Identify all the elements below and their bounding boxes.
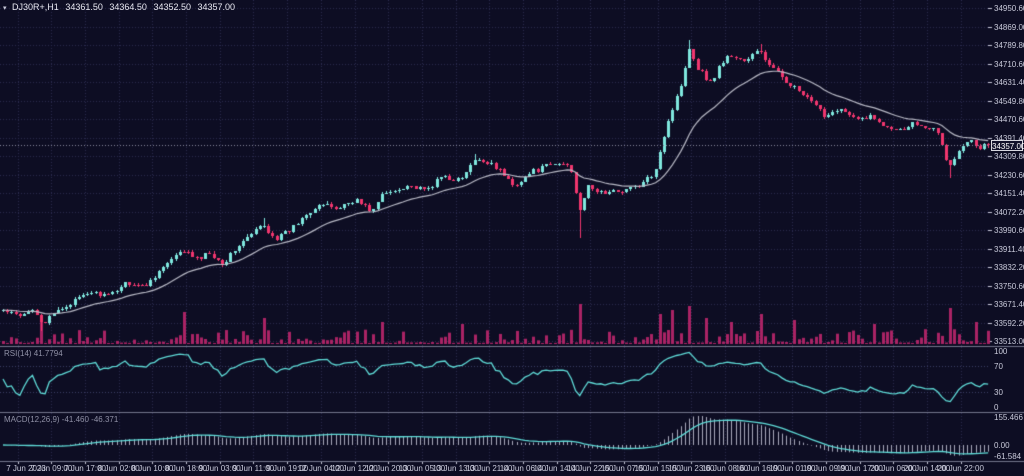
time-axis-label: 15 Jun 07:00	[600, 464, 648, 473]
time-axis-label: 8 Jun 10:00	[131, 464, 174, 473]
time-axis-label: 9 Jun 19:00	[266, 464, 309, 473]
price-axis-label: 33750.60	[994, 281, 1024, 291]
price-axis-label: 33832.20	[994, 263, 1024, 272]
time-axis-label: 9 Jun 11:00	[232, 464, 275, 473]
time-axis-label: 16 Jun 16:00	[735, 464, 782, 473]
time-axis-label: 8 Jun 02:00	[97, 464, 140, 473]
time-axis-label: 15 Jun 15:00	[634, 464, 681, 473]
time-axis-label: 7 Jun 2023	[6, 464, 46, 473]
price-axis-label: 34470.60	[994, 115, 1024, 124]
time-axis-label: 20 Jun 14:00	[903, 464, 951, 473]
price-axis-label: 33592.20	[994, 318, 1024, 328]
price-axis-label: 33911.40	[994, 244, 1024, 254]
price-axis-label: 34789.80	[994, 41, 1024, 50]
rsi-axis-label: 100	[994, 347, 1008, 356]
time-axis-label: 19 Jun 01:00	[769, 464, 816, 473]
price-axis-label: 34309.80	[994, 152, 1024, 161]
rsi-axis-label: 30	[994, 387, 1003, 397]
price-axis-label: 34549.80	[994, 96, 1024, 106]
time-axis-label: 20 Jun 22:00	[937, 464, 984, 473]
rsi-indicator-label: RSI(14) 41.7794	[4, 349, 63, 358]
time-axis-label: 16 Jun 08:00	[701, 464, 749, 473]
price-axis-label: 33513.00	[994, 337, 1024, 346]
time-axis-label: 12 Jun 20:00	[365, 464, 412, 473]
symbol-marker-icon: ▾	[3, 5, 7, 12]
macd-indicator-label: MACD(12,26,9) -41.460 -46.371	[4, 415, 119, 424]
current-price-value: 34357.00	[992, 141, 1024, 151]
price-axis-label: 34950.60	[994, 4, 1024, 13]
macd-axis-label: 155.466	[994, 413, 1023, 422]
time-axis-label: 8 Jun 18:00	[165, 464, 208, 473]
time-axis-label: 7 Jun 09:00	[30, 464, 73, 473]
time-axis-label: 13 Jun 21:00	[466, 464, 513, 473]
time-axis-label: 15 Jun 23:00	[668, 464, 715, 473]
price-axis-label: 34151.40	[994, 189, 1024, 198]
time-axis-label: 19 Jun 09:00	[802, 464, 850, 473]
close-value: 34357.00	[197, 2, 236, 12]
high-value: 34364.50	[109, 2, 147, 12]
time-axis-label: 14 Jun 22:00	[567, 464, 614, 473]
macd-axis-label: 0.00	[994, 441, 1010, 450]
time-axis-label: 12 Jun 12:00	[331, 464, 378, 473]
price-axis-label: 34072.20	[994, 207, 1024, 217]
time-axis-label: 14 Jun 14:00	[533, 464, 580, 473]
time-axis-label: 14 Jun 06:00	[499, 464, 547, 473]
price-axis-label: 34631.40	[994, 78, 1024, 87]
low-value: 34352.50	[153, 2, 191, 12]
price-axis-label: 34230.60	[994, 170, 1024, 180]
current-price-tag: 34357.00	[991, 139, 1024, 151]
price-axis-label: 33990.60	[994, 226, 1024, 235]
time-axis-label: 7 Jun 17:00	[64, 464, 106, 473]
time-axis-label: 13 Jun 05:00	[398, 464, 446, 473]
time-axis-label: 9 Jun 03:00	[198, 464, 241, 473]
symbol-timeframe-label: DJ30R+,H1	[12, 2, 59, 12]
time-axis-label: 20 Jun 06:00	[870, 464, 917, 473]
chart-title: ▾ DJ30R+,H1 34361.50 34364.50 34352.50 3…	[3, 2, 239, 12]
rsi-axis-label: 70	[994, 362, 1003, 372]
price-axis-label: 34710.60	[994, 59, 1024, 69]
price-axis-label: 34869.00	[994, 22, 1024, 32]
time-axis-label: 12 Jun 04:00	[297, 464, 344, 473]
time-axis-label: 13 Jun 13:00	[432, 464, 479, 473]
price-axis-label: 34391.40	[994, 133, 1024, 143]
open-value: 34361.50	[65, 2, 103, 12]
rsi-axis-label: 0	[994, 403, 999, 412]
macd-axis-label: -61.584	[994, 452, 1022, 461]
time-axis-label: 19 Jun 17:00	[836, 464, 883, 473]
price-axis-label: 33671.40	[994, 300, 1024, 309]
